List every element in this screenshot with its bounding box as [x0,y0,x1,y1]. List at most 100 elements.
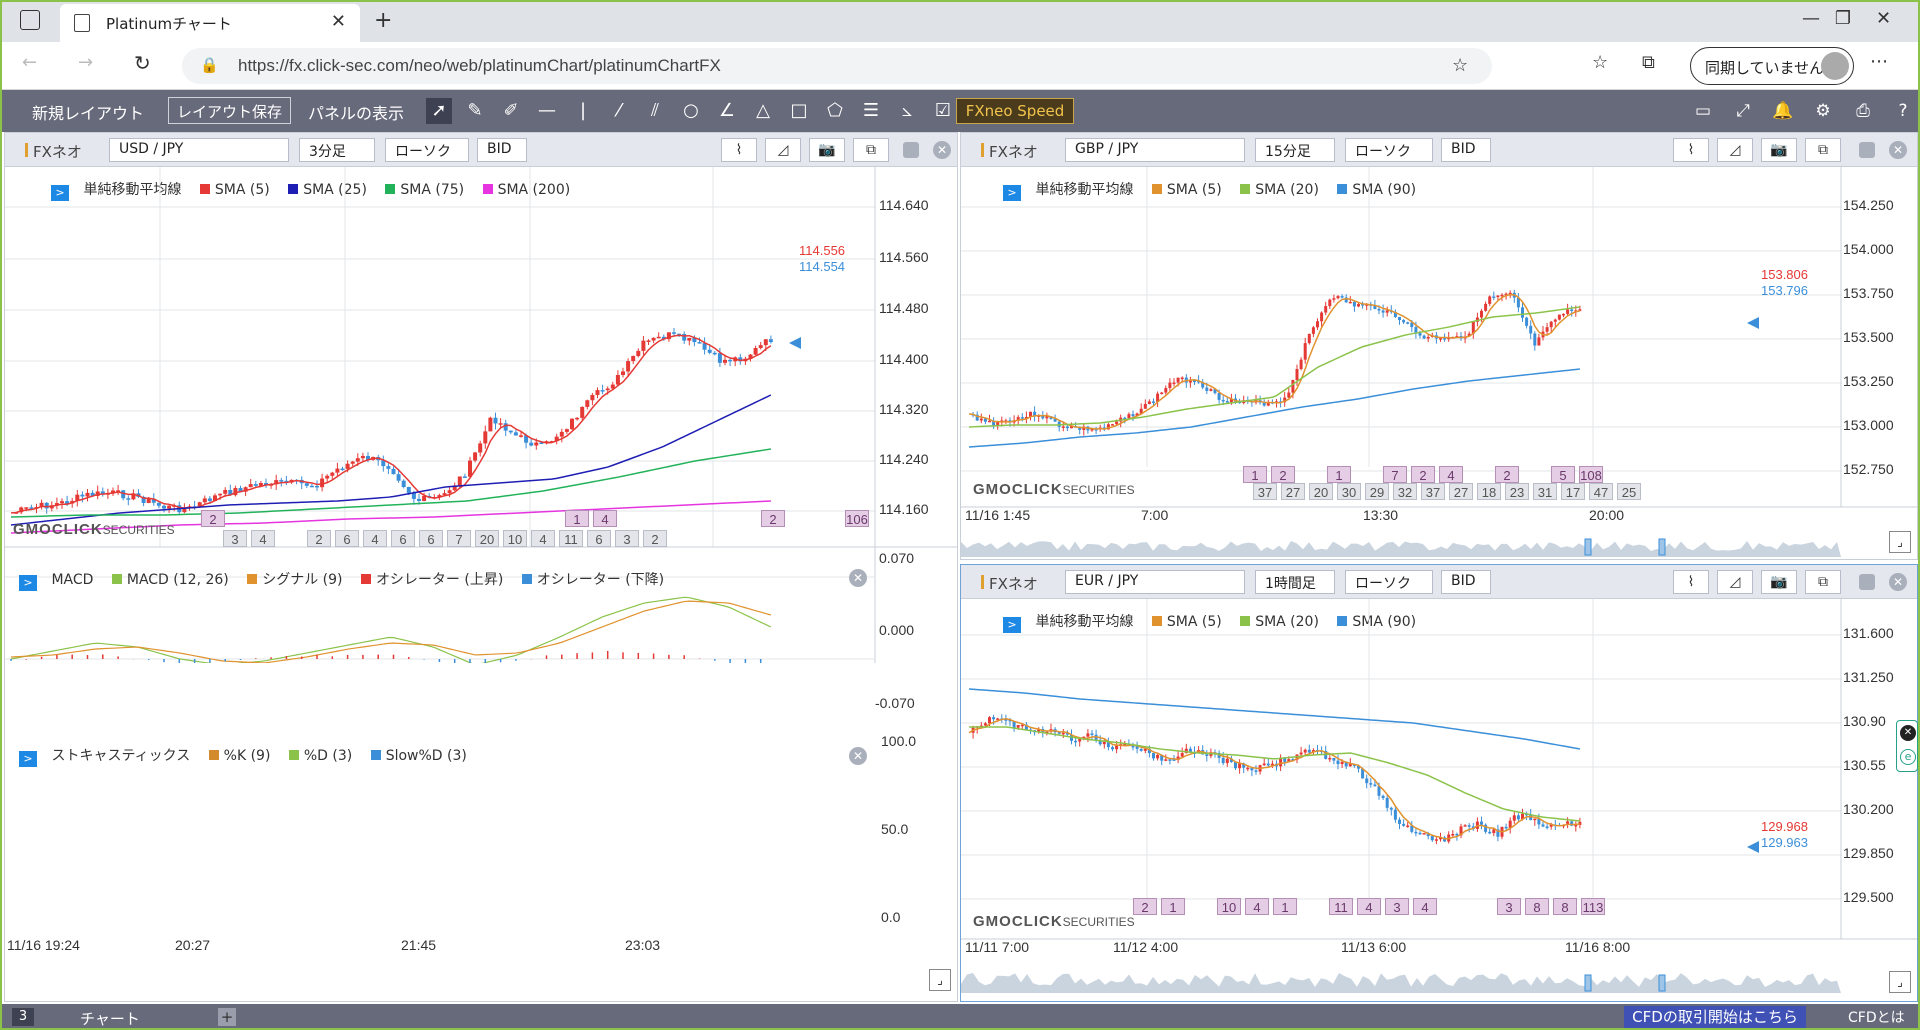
close-panel-icon[interactable]: ✕ [1889,141,1907,159]
side-widget[interactable]: ✕ e [1896,720,1918,772]
profile-sync-button[interactable]: 同期していません [1690,47,1854,85]
gear-icon[interactable]: ⚙ [1815,101,1831,121]
candle-body [1488,831,1492,834]
triangle-tool-icon[interactable]: △ [756,100,770,121]
drawing-icon[interactable]: ◿ [765,138,801,162]
timeframe-select[interactable]: 15分足 [1255,138,1335,162]
camera-icon[interactable]: 📷 [809,138,845,162]
expand-range-icon[interactable]: ⌟ [1889,531,1911,553]
minimize-icon[interactable]: — [1802,8,1820,29]
indicator-icon[interactable]: ⌇ [1673,570,1709,594]
chart-type-select[interactable]: ローソク [1345,138,1433,162]
window-icon[interactable]: ⧉ [853,138,889,162]
chart-type-select[interactable]: ローソク [385,138,469,162]
close-panel-icon[interactable]: ✕ [933,141,951,159]
candle-body [162,505,166,509]
drawing-icon[interactable]: ◿ [1717,138,1753,162]
camera-icon[interactable]: 📷 [1761,570,1797,594]
chart-type-select[interactable]: ローソク [1345,570,1433,594]
cfd-about-link[interactable]: CFDとは [1848,1010,1905,1026]
fibonacci-tool-icon[interactable]: ☰ [862,100,880,121]
pair-select[interactable]: GBP / JPY [1065,138,1245,162]
gbpjpy-price-chart[interactable] [961,167,1918,560]
maximize-panel-icon[interactable] [1859,142,1875,158]
restore-icon[interactable]: ❐ [1834,8,1852,29]
checkbox-tool-icon[interactable]: ☑ [934,100,952,121]
eurjpy-price-chart[interactable] [961,599,1918,1002]
expand-legend-icon[interactable]: > [1003,185,1021,201]
circle-tool-icon[interactable]: ○ [683,100,699,121]
collections-icon[interactable]: ⧉ [1642,52,1655,73]
window-icon[interactable]: ⧉ [1805,138,1841,162]
reload-icon[interactable]: ↻ [134,51,151,75]
expand-macd-icon[interactable]: > [19,575,37,591]
pointer-tool-icon[interactable]: ➚ [426,98,452,124]
camera-icon[interactable]: 📷 [1761,138,1797,162]
horizontal-line-icon[interactable]: — [538,100,556,121]
candle-body [1484,824,1488,832]
cfd-start-button[interactable]: CFDの取引開始はこちら [1624,1006,1806,1028]
candle-body [233,488,238,496]
expand-range-icon[interactable]: ⌟ [929,969,951,991]
add-tab-icon[interactable]: + [218,1008,236,1026]
pentagon-tool-icon[interactable]: ⬠ [827,100,843,121]
drawing-icon[interactable]: ◿ [1717,570,1753,594]
pair-select[interactable]: EUR / JPY [1065,570,1245,594]
new-tab-icon[interactable]: + [374,8,393,33]
close-panel-icon[interactable]: ✕ [1889,573,1907,591]
close-window-icon[interactable]: ✕ [1876,8,1892,29]
price-side-select[interactable]: BID [1441,570,1491,594]
side-close-icon[interactable]: ✕ [1900,725,1916,741]
indicator-icon[interactable]: ⌇ [1673,138,1709,162]
expand-range-icon[interactable]: ⌟ [1889,971,1911,993]
forward-icon[interactable]: → [78,52,94,73]
new-layout-button[interactable]: 新規レイアウト [32,104,145,123]
price-side-select[interactable]: BID [1441,138,1491,162]
timeframe-select[interactable]: 3分足 [299,138,375,162]
trend-line-icon[interactable]: ⁄ [617,100,621,121]
rectangle-tool-icon[interactable]: □ [790,100,808,121]
parallel-lines-icon[interactable]: ⫽ [650,100,660,121]
price-side-select[interactable]: BID [477,138,527,162]
angle-tool-icon[interactable]: ∠ [718,100,736,121]
help-icon[interactable]: ? [1898,101,1908,121]
close-stoch-icon[interactable]: ✕ [849,747,867,765]
candle-body [728,359,733,362]
fxneo-speed-button[interactable]: FXneo Speed [956,98,1074,124]
browser-tab[interactable]: Platinumチャート ✕ [60,4,360,42]
panel-display-button[interactable]: パネルの表示 [308,104,405,123]
pair-select[interactable]: USD / JPY [109,138,289,162]
favorites-icon[interactable]: ☆ [1592,52,1609,73]
candle-body [391,468,396,475]
save-layout-button[interactable]: レイアウト保存 [168,97,292,124]
trade-count: 27 [1281,483,1305,500]
side-e-icon[interactable]: e [1900,749,1916,765]
back-icon[interactable]: ← [22,52,38,73]
chart-tab[interactable]: チャート [80,1010,140,1028]
indicator-icon[interactable]: ⌇ [721,138,757,162]
eraser-tool-icon[interactable]: ✎ [467,100,483,121]
more-menu-icon[interactable]: ⋯ [1870,51,1888,72]
print-icon[interactable]: ⎙ [1856,101,1870,121]
close-macd-icon[interactable]: ✕ [849,569,867,587]
expand-legend-icon[interactable]: > [51,185,69,201]
bell-icon[interactable]: 🔔 [1772,101,1794,121]
fullscreen-icon[interactable]: ⤢ [1736,101,1750,121]
vertical-line-icon[interactable]: | [579,100,587,121]
expand-legend-icon[interactable]: > [1003,617,1021,633]
expand-stoch-icon[interactable]: > [19,751,37,767]
window-layout-icon[interactable]: ▭ [1694,101,1712,121]
gann-tool-icon[interactable]: ⦣ [901,100,913,121]
window-icon[interactable]: ⧉ [1805,570,1841,594]
add-favorite-icon[interactable]: ☆ [1452,55,1469,76]
usdjpy-price-chart[interactable] [5,167,958,663]
close-tab-icon[interactable]: ✕ [330,11,346,32]
candle-body [1328,299,1332,307]
maximize-panel-icon[interactable] [1859,574,1875,590]
tab-actions-icon[interactable] [20,10,40,30]
url-field[interactable]: 🔒 https://fx.click-sec.com/neo/web/plati… [182,48,1492,84]
maximize-panel-icon[interactable] [903,142,919,158]
y-tick: 114.160 [879,501,929,517]
eraser-all-tool-icon[interactable]: ✐ [503,100,519,121]
timeframe-select[interactable]: 1時間足 [1255,570,1335,594]
